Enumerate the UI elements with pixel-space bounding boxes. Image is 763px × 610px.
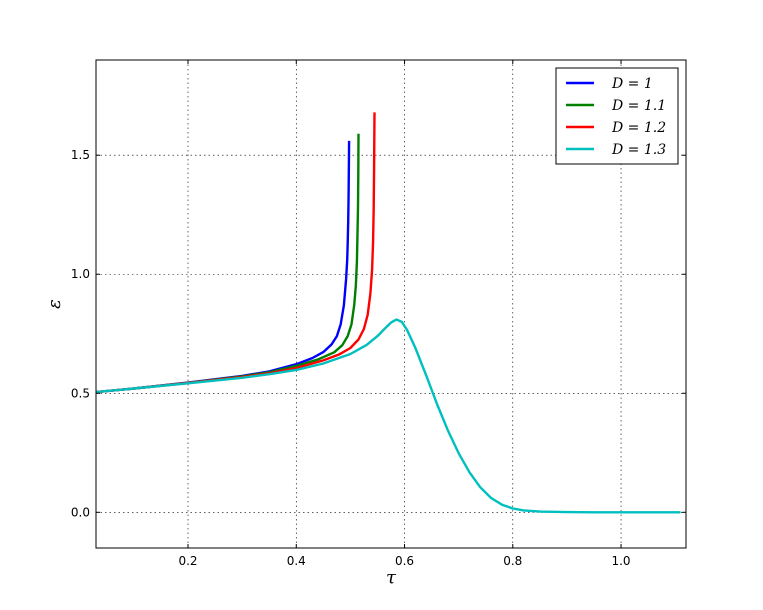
y-tick-label: 0.0: [71, 505, 90, 519]
legend-label: D = 1: [611, 76, 653, 92]
legend: D = 1 D = 1.1 D = 1.2 D = 1.3: [555, 67, 679, 165]
series-layer: [95, 112, 681, 514]
x-tick-label: 0.2: [178, 554, 197, 568]
legend-label: D = 1.2: [611, 120, 666, 136]
y-tick-label: 1.5: [71, 148, 90, 162]
y-tick-label: 1.0: [71, 267, 90, 281]
y-tick-label: 0.5: [71, 386, 90, 400]
x-tick-label: 1.0: [611, 554, 630, 568]
x-tick-label: 0.8: [503, 554, 522, 568]
ticks: 0.2 0.4 0.6 0.8 1.0 0.0 0.5 1.0 1.5: [71, 60, 686, 568]
x-tick-label: 0.6: [395, 554, 414, 568]
legend-label: D = 1.1: [611, 98, 666, 114]
legend-label: D = 1.3: [611, 142, 666, 158]
x-tick-label: 0.4: [287, 554, 306, 568]
x-axis-label: τ: [386, 567, 397, 588]
y-axis-label: ε: [44, 299, 65, 309]
plot-frame: [95, 59, 687, 549]
series-line-D=1.3: [95, 318, 681, 514]
